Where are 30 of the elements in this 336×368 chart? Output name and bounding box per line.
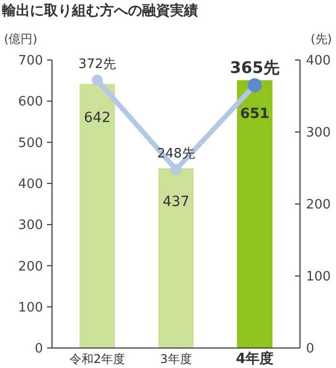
y2-axis-title: (先) <box>310 32 332 46</box>
chart-title: 輸出に取り組む方への融資実績 <box>1 2 198 19</box>
data-label: 437 <box>162 194 190 210</box>
x-tick-label: 3年度 <box>160 352 192 366</box>
y-tick-label: 600 <box>18 94 43 110</box>
point <box>92 74 103 86</box>
data-label: 248先 <box>157 146 195 162</box>
data-label: 651 <box>240 106 270 122</box>
y-tick-label: 100 <box>18 300 43 316</box>
y-tick-label: 700 <box>18 54 43 69</box>
y-axis-title: (億円) <box>4 32 38 46</box>
data-label: 365先 <box>230 58 280 78</box>
y-tick-label: 500 <box>18 136 43 151</box>
y2-tick-label: 200 <box>306 198 331 213</box>
y-tick-label: 200 <box>18 259 43 274</box>
bar <box>237 80 272 348</box>
y-tick-label: 300 <box>18 218 43 234</box>
bar <box>80 84 115 348</box>
x-tick-label: 4年度 <box>236 350 274 367</box>
point <box>170 164 182 175</box>
y2-tick-label: 400 <box>306 54 331 69</box>
x-tick-label: 令和2年度 <box>69 352 126 366</box>
y2-tick-label: 100 <box>306 270 331 285</box>
bar <box>158 168 194 348</box>
y-tick-label: 400 <box>18 176 43 192</box>
y2-tick-label: 0 <box>306 342 314 357</box>
data-label: 642 <box>84 110 111 126</box>
y2-tick-label: 300 <box>306 126 331 141</box>
data-label: 372先 <box>78 57 116 72</box>
y-tick-label: 0 <box>34 342 43 357</box>
